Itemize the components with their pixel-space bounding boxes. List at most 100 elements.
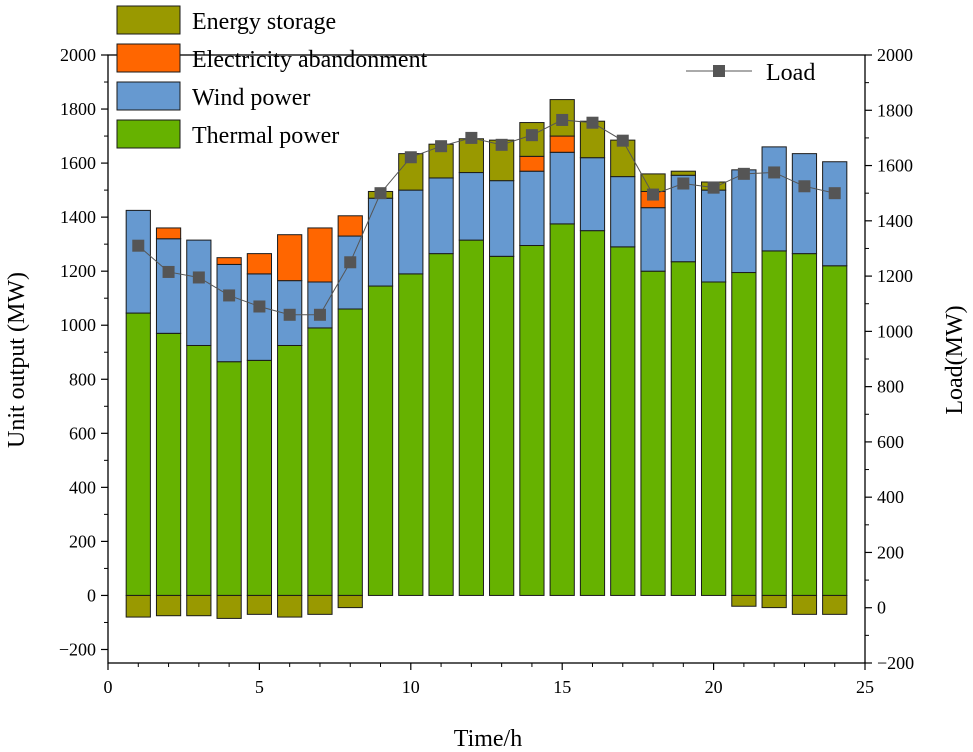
bar-electricity-abandonment-h7 [307, 227, 333, 283]
y-right-tick-label: −200 [877, 653, 914, 673]
bar-wind-power-h23 [791, 153, 818, 255]
legend-swatch-energy-storage [116, 5, 181, 35]
bar-electricity-abandonment-h4 [216, 257, 242, 265]
bar-wind-power-h21 [731, 169, 757, 274]
y-left-tick-label: 1000 [60, 315, 96, 335]
y-right-tick-label: 0 [877, 598, 886, 618]
bar-wind-power-h5 [246, 273, 273, 361]
bar-thermal-power-h23 [791, 253, 818, 596]
load-marker-h10 [404, 151, 417, 164]
legend: Energy storage Electricity abandonment Win… [116, 5, 815, 149]
y-right-tick-label: 600 [877, 432, 904, 452]
bar-thermal-power-h3 [186, 344, 212, 596]
bar-electricity-abandonment-h6 [277, 234, 303, 282]
bar-thermal-power-h4 [216, 361, 242, 596]
bar-thermal-power-h10 [398, 273, 424, 596]
legend-swatch-thermal-power [116, 119, 181, 149]
load-marker-h14 [525, 129, 538, 142]
load-marker-h12 [465, 131, 478, 144]
load-line-layer [132, 113, 841, 321]
y-right-tick-label: 800 [877, 377, 904, 397]
bar-wind-power-h13 [489, 180, 515, 257]
load-marker-h6 [283, 308, 296, 321]
bar-wind-power-h11 [428, 177, 454, 255]
load-marker-h15 [556, 113, 569, 126]
bar-energy-storage-h21 [731, 594, 757, 607]
load-marker-h22 [768, 166, 781, 179]
load-marker-h24 [828, 187, 841, 200]
bar-thermal-power-h13 [489, 255, 515, 596]
bar-energy-storage-h19 [670, 170, 696, 176]
load-marker-h7 [313, 308, 326, 321]
load-marker-h11 [435, 140, 448, 153]
bar-thermal-power-h1 [125, 312, 151, 596]
bars-layer [125, 99, 848, 619]
load-marker-h20 [707, 181, 720, 194]
load-marker-h9 [374, 187, 387, 200]
bar-energy-storage-h2 [155, 594, 182, 617]
y-left-tick-label: 600 [69, 423, 96, 443]
bar-wind-power-h12 [458, 172, 484, 241]
bar-energy-storage-h22 [761, 594, 787, 609]
load-marker-h3 [192, 271, 205, 284]
bar-energy-storage-h12 [458, 138, 484, 174]
x-tick-label: 0 [104, 677, 113, 697]
y-left-tick-label: −200 [59, 639, 96, 659]
bar-thermal-power-h24 [822, 265, 848, 596]
bar-electricity-abandonment-h8 [337, 215, 363, 237]
bar-thermal-power-h6 [277, 344, 303, 596]
load-marker-h23 [798, 180, 811, 193]
x-tick-label: 15 [553, 677, 571, 697]
bar-wind-power-h14 [519, 170, 545, 247]
bar-thermal-power-h18 [640, 270, 666, 596]
load-marker-h4 [223, 289, 236, 302]
legend-swatch-wind-power [116, 81, 181, 111]
bar-wind-power-h1 [125, 209, 151, 314]
y-left-tick-label: 2000 [60, 45, 96, 65]
y-right-tick-label: 1200 [877, 266, 913, 286]
bar-thermal-power-h21 [731, 272, 757, 596]
bar-wind-power-h18 [640, 207, 666, 272]
bar-thermal-power-h14 [519, 245, 545, 596]
load-marker-h19 [677, 177, 690, 190]
y-right-tick-label: 1400 [877, 211, 913, 231]
bar-energy-storage-h6 [277, 594, 303, 618]
bar-energy-storage-h4 [216, 594, 242, 619]
bar-wind-power-h3 [186, 239, 212, 346]
bar-thermal-power-h11 [428, 253, 454, 596]
bar-thermal-power-h22 [761, 250, 787, 596]
load-marker-h8 [344, 256, 357, 269]
bar-energy-storage-h7 [307, 594, 333, 615]
bar-thermal-power-h9 [367, 285, 394, 596]
y-left-tick-label: 1800 [60, 99, 96, 119]
bar-wind-power-h4 [216, 263, 242, 363]
y-right-tick-label: 2000 [877, 45, 913, 65]
x-axis-title: Time/h [454, 726, 522, 752]
bar-wind-power-h2 [155, 238, 182, 334]
x-tick-label: 20 [705, 677, 723, 697]
legend-label-thermal-power: Thermal power [192, 123, 339, 149]
bar-thermal-power-h20 [700, 281, 727, 596]
y-axis-right-title: Load(MW) [942, 305, 968, 414]
legend-label-electricity-abandonment: Electricity abandonment [192, 47, 428, 73]
bar-energy-storage-h24 [822, 594, 848, 615]
load-marker-h13 [495, 138, 508, 151]
bar-electricity-abandonment-h14 [519, 155, 545, 172]
load-marker-h16 [586, 116, 599, 129]
bar-thermal-power-h8 [337, 308, 363, 596]
y-left-tick-label: 1200 [60, 261, 96, 281]
bar-energy-storage-h8 [337, 594, 363, 609]
y-right-tick-label: 1600 [877, 156, 913, 176]
y-left-tick-label: 400 [69, 477, 96, 497]
y-right-tick-label: 400 [877, 487, 904, 507]
y-right-tick-label: 1800 [877, 100, 913, 120]
load-marker-h5 [253, 300, 266, 313]
bar-thermal-power-h2 [155, 332, 182, 596]
y-left-tick-label: 1600 [60, 153, 96, 173]
legend-label-wind-power: Wind power [192, 85, 310, 111]
bar-wind-power-h24 [822, 161, 848, 267]
bar-wind-power-h15 [549, 151, 575, 225]
legend-label-energy-storage: Energy storage [192, 9, 336, 35]
y-left-tick-label: 1400 [60, 207, 96, 227]
bar-energy-storage-h3 [186, 594, 212, 617]
